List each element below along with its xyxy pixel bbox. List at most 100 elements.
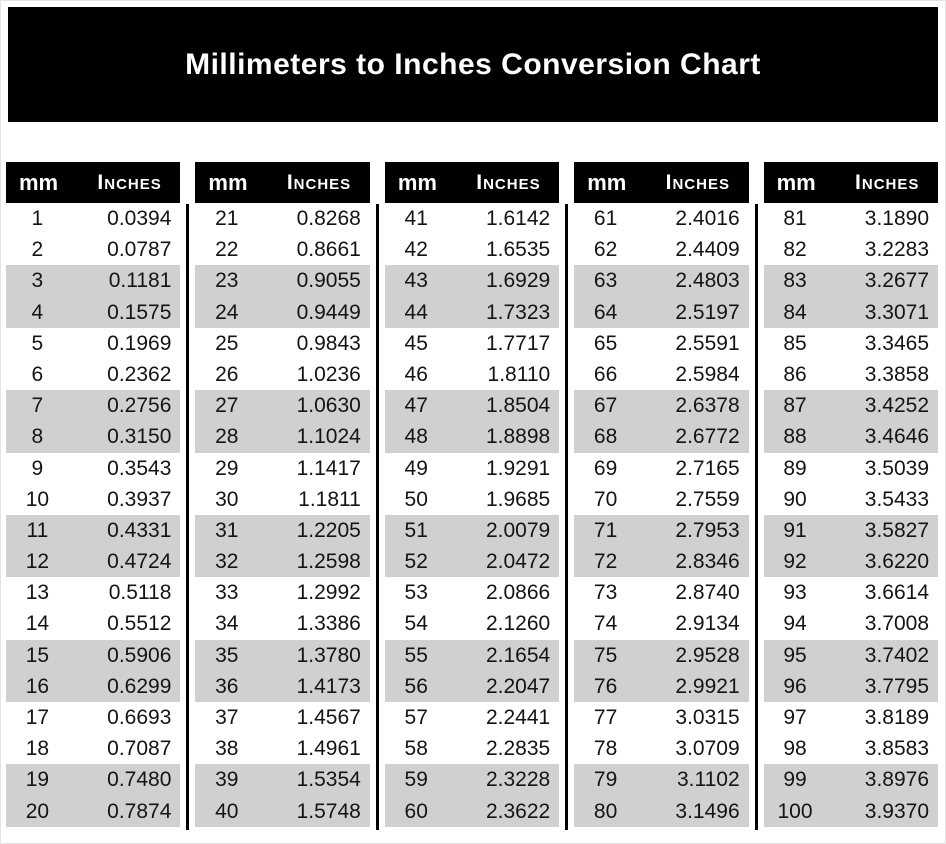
mm-value: 60 bbox=[404, 799, 428, 823]
inches-value: 2.2047 bbox=[485, 674, 551, 698]
inches-value: 1.6142 bbox=[485, 207, 551, 230]
inches-value: 3.2677 bbox=[864, 269, 930, 293]
table-row: 95 3.7402 bbox=[763, 639, 939, 671]
mm-value: 20 bbox=[25, 799, 50, 823]
table-row: 27 1.0630 bbox=[195, 390, 370, 422]
mm-value: 82 bbox=[783, 238, 807, 262]
inches-value: 0.5906 bbox=[107, 643, 172, 667]
mm-value: 72 bbox=[593, 550, 618, 574]
inches-value: 3.5433 bbox=[864, 487, 930, 511]
mm-value: 39 bbox=[215, 768, 239, 792]
table-row: 64 2.5197 bbox=[574, 296, 749, 328]
table-row: 41 1.6142 bbox=[385, 203, 559, 234]
table-row: 86 3.3858 bbox=[764, 359, 938, 390]
table-row: 97 3.8189 bbox=[764, 702, 938, 733]
table-row: 29 1.1417 bbox=[195, 453, 369, 484]
inches-value: 3.3465 bbox=[864, 331, 930, 355]
table-row: 69 2.7165 bbox=[574, 453, 748, 484]
table-row: 28 1.1024 bbox=[195, 421, 370, 453]
table-row: 25 0.9843 bbox=[195, 328, 369, 359]
table-header: mm Inches bbox=[195, 162, 370, 203]
table-row: 53 2.0866 bbox=[385, 577, 559, 608]
table-row: 77 3.0315 bbox=[574, 702, 748, 733]
mm-value: 5 bbox=[31, 331, 44, 355]
mm-value: 67 bbox=[593, 394, 618, 418]
mm-value: 25 bbox=[215, 331, 239, 355]
mm-value: 11 bbox=[26, 518, 49, 542]
mm-value: 44 bbox=[404, 300, 428, 324]
inches-value: 3.0709 bbox=[675, 737, 740, 761]
inches-value: 2.1260 bbox=[485, 612, 551, 636]
mm-value: 41 bbox=[404, 207, 428, 230]
inches-value: 1.8898 bbox=[485, 425, 551, 449]
table-row: 48 1.8898 bbox=[384, 421, 560, 453]
table-row: 89 3.5039 bbox=[764, 453, 938, 484]
inches-value: 3.1102 bbox=[676, 768, 740, 792]
mm-value: 98 bbox=[783, 737, 807, 761]
inches-value: 1.7323 bbox=[485, 300, 551, 324]
mm-value: 54 bbox=[404, 612, 428, 636]
mm-value: 38 bbox=[215, 737, 239, 761]
table-row: 38 1.4961 bbox=[195, 733, 369, 764]
mm-value: 35 bbox=[215, 643, 239, 667]
mm-value: 77 bbox=[593, 706, 618, 729]
inches-value: 0.2362 bbox=[107, 362, 172, 386]
table-row: 37 1.4567 bbox=[195, 702, 369, 733]
table-row: 15 0.5906 bbox=[6, 639, 181, 671]
inches-value: 1.5748 bbox=[296, 799, 361, 823]
inches-value: 2.7559 bbox=[675, 487, 740, 511]
inches-value: 1.0236 bbox=[296, 362, 361, 386]
table-row: 46 1.8110 bbox=[385, 359, 559, 390]
mm-value: 95 bbox=[783, 643, 807, 667]
table-row: 58 2.2835 bbox=[385, 733, 559, 764]
table-row: 49 1.9291 bbox=[385, 453, 559, 484]
table-row: 71 2.7953 bbox=[574, 514, 749, 547]
mm-value: 94 bbox=[783, 612, 807, 636]
table-row: 50 1.9685 bbox=[385, 484, 559, 515]
table-body: 41 1.6142 42 1.6535 43 1.6929 44 1.7323 45 1.7717… bbox=[384, 203, 560, 827]
mm-value: 64 bbox=[593, 300, 618, 324]
table-header: mm Inches bbox=[763, 162, 939, 203]
inches-value: 2.5591 bbox=[675, 331, 740, 355]
inches-value: 3.6220 bbox=[864, 550, 930, 574]
mm-value: 7 bbox=[31, 394, 44, 418]
inches-column-header: Inches bbox=[286, 170, 352, 194]
mm-value: 65 bbox=[593, 331, 618, 355]
inches-value: 0.9055 bbox=[296, 269, 361, 293]
inches-value: 0.3543 bbox=[107, 456, 172, 480]
table-row: 40 1.5748 bbox=[195, 795, 370, 827]
inches-value: 2.8346 bbox=[675, 550, 740, 574]
table-row: 65 2.5591 bbox=[574, 328, 748, 359]
table-row: 81 3.1890 bbox=[764, 203, 938, 234]
inches-value: 2.5984 bbox=[675, 362, 740, 386]
inches-value: 1.4173 bbox=[296, 674, 361, 698]
table-row: 30 1.1811 bbox=[195, 484, 369, 515]
inches-value: 1.5354 bbox=[296, 768, 361, 792]
mm-value: 55 bbox=[404, 643, 428, 667]
inches-value: 2.1654 bbox=[485, 643, 551, 667]
table-row: 54 2.1260 bbox=[385, 608, 559, 639]
inches-value: 0.2756 bbox=[107, 394, 172, 418]
table-row: 90 3.5433 bbox=[764, 484, 938, 515]
mm-value: 45 bbox=[404, 331, 428, 355]
inches-value: 0.0787 bbox=[107, 238, 172, 262]
table-row: 75 2.9528 bbox=[574, 639, 749, 671]
table-row: 10 0.3937 bbox=[6, 484, 180, 515]
conversion-table-2: mm Inches 21 0.8268 22 0.8661 23 0.9055 24 0.94… bbox=[195, 162, 370, 827]
inches-value: 3.3858 bbox=[864, 362, 930, 386]
table-row: 85 3.3465 bbox=[764, 328, 938, 359]
column-divider bbox=[754, 204, 758, 830]
inches-value: 0.4724 bbox=[107, 550, 172, 574]
table-row: 99 3.8976 bbox=[763, 764, 939, 796]
mm-value: 99 bbox=[783, 768, 807, 792]
conversion-table-3: mm Inches 41 1.6142 42 1.6535 43 1.6929 44 1.73… bbox=[384, 162, 560, 827]
mm-column-header: mm bbox=[587, 169, 627, 195]
inches-value: 1.1024 bbox=[296, 425, 361, 449]
inches-value: 3.1890 bbox=[864, 207, 930, 230]
title-banner: Millimeters to Inches Conversion Chart bbox=[8, 7, 938, 122]
table-row: 92 3.6220 bbox=[763, 546, 939, 578]
inches-value: 2.4409 bbox=[675, 238, 740, 262]
inches-value: 0.8661 bbox=[296, 238, 361, 262]
inches-value: 0.3937 bbox=[107, 487, 172, 511]
table-row: 52 2.0472 bbox=[384, 546, 560, 578]
